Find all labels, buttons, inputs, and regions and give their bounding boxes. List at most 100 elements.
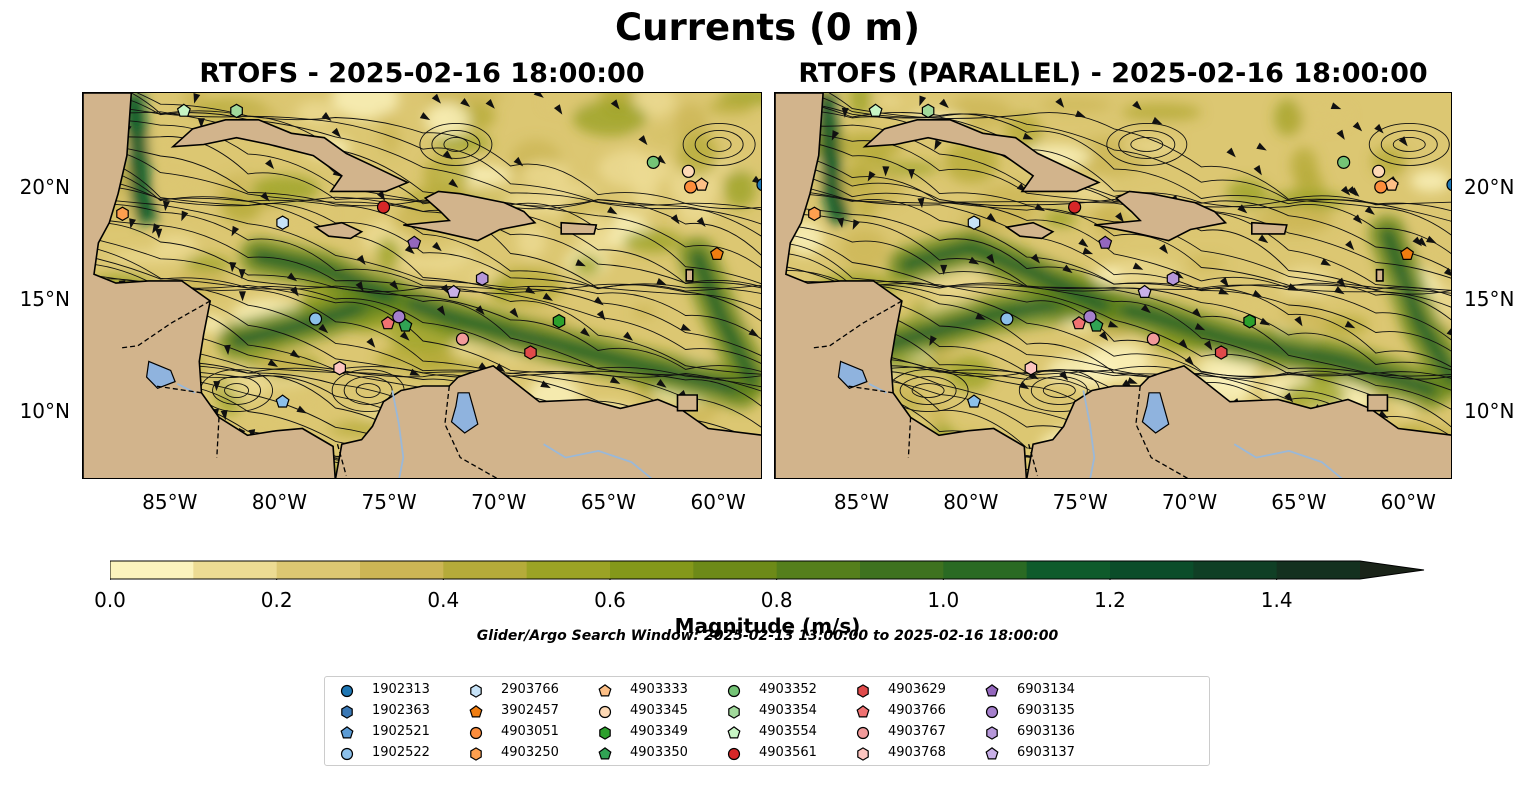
platform-marker-6903137 — [1137, 284, 1152, 298]
legend-label: 4903250 — [501, 745, 559, 760]
colorbar-segment — [1193, 561, 1278, 579]
platform-markers — [808, 103, 1451, 408]
currents-map-left — [83, 93, 761, 478]
lake-nicaragua — [837, 360, 868, 390]
colorbar-segment — [860, 561, 944, 579]
land-hispaniola — [1094, 190, 1228, 242]
legend-label: 6903134 — [1017, 682, 1075, 697]
platform-marker-3902457 — [1400, 246, 1415, 260]
colorbar-segment — [193, 561, 278, 579]
lon-tick-right-1: 80°W — [943, 490, 999, 514]
legend-label: 4903354 — [759, 703, 817, 718]
platform-marker-4903349 — [1243, 313, 1256, 329]
land-jamaica — [313, 221, 364, 240]
legend-marker-1902363 — [341, 705, 353, 719]
legend-label: 4903561 — [759, 745, 817, 760]
colorbar-tick-1: 0.2 — [260, 588, 293, 612]
land-trinidad — [676, 394, 699, 412]
colorbar-segment — [443, 561, 528, 579]
legend-label: 1902363 — [372, 703, 430, 718]
colorbar-tick-7: 1.4 — [1260, 588, 1293, 612]
land-hispaniola — [403, 190, 537, 242]
legend-marker-3902457 — [469, 705, 483, 718]
legend-label: 6903136 — [1017, 724, 1075, 739]
platform-marker-4903766 — [1071, 316, 1087, 330]
land-puerto-rico — [560, 221, 598, 235]
map-panel-rtofs[interactable] — [82, 92, 762, 479]
lon-tick-right-0: 85°W — [833, 490, 890, 514]
figure-title: Currents (0 m) — [614, 6, 920, 49]
colorbar-segment — [943, 561, 1028, 579]
lon-tick-right-3: 70°W — [1161, 490, 1218, 514]
legend-label: 4903051 — [501, 724, 559, 739]
platform-marker-4903345 — [681, 164, 696, 178]
lon-tick-right-2: 75°W — [1052, 490, 1108, 514]
map-panel-rtofs-parallel[interactable] — [774, 92, 1452, 479]
colorbar-segment — [776, 561, 861, 579]
land-cuba — [170, 118, 410, 193]
land-dominica-group — [1375, 268, 1384, 282]
legend-marker-6903134 — [985, 684, 999, 697]
platform-marker-1902522 — [308, 312, 323, 326]
platform-marker-2903766 — [967, 215, 981, 230]
right-panel-title: RTOFS (PARALLEL) - 2025-02-16 18:00:00 — [798, 58, 1428, 89]
legend-marker-1902313 — [340, 684, 354, 698]
legend-marker-4903345 — [598, 705, 612, 719]
land-central-america — [775, 93, 1028, 478]
lat-tick-left-2: 20°N — [19, 175, 70, 200]
colorbar-segment — [526, 561, 611, 579]
lon-tick-left-3: 70°W — [471, 490, 527, 514]
land-puerto-rico — [1250, 221, 1288, 235]
lake-maracaibo — [1141, 392, 1170, 434]
legend-label: 6903137 — [1017, 745, 1075, 760]
platform-marker-6903134 — [407, 235, 422, 249]
legend-marker-2903766 — [470, 684, 482, 698]
platform-marker-4903333 — [1384, 177, 1399, 191]
legend-label: 2903766 — [501, 682, 559, 697]
lat-tick-right-2: 20°N — [1464, 175, 1515, 200]
legend-label: 6903135 — [1017, 703, 1075, 718]
lat-tick-right-0: 10°N — [1464, 398, 1515, 423]
colorbar-tick-4: 0.8 — [760, 588, 793, 612]
legend-marker-4903250 — [470, 747, 482, 761]
legend-marker-4903561 — [727, 747, 741, 761]
legend-marker-4903768 — [857, 747, 869, 761]
platform-legend: 1902313 1902363 1902521 1902522 2903766 39024… — [324, 676, 1210, 766]
platform-marker-4903345 — [1372, 164, 1386, 178]
lat-tick-left-1: 15°N — [19, 287, 70, 312]
platform-markers — [116, 103, 761, 408]
platform-marker-2903766 — [276, 215, 289, 230]
currents-map-right — [775, 93, 1451, 478]
platform-marker-extra-1 — [275, 394, 290, 408]
land-central-america — [83, 93, 336, 478]
legend-marker-4903554 — [727, 726, 741, 739]
platform-marker-4903561 — [1068, 200, 1082, 214]
legend-marker-6903136 — [986, 726, 998, 740]
platform-marker-3902457 — [709, 246, 724, 260]
legend-marker-4903766 — [856, 705, 870, 718]
lon-tick-left-1: 80°W — [251, 490, 308, 514]
platform-marker-4903629 — [1214, 345, 1228, 360]
legend-label: 4903554 — [759, 724, 817, 739]
land-masses — [83, 93, 761, 478]
platform-marker-6903135 — [392, 310, 406, 324]
legend-marker-4903333 — [598, 684, 612, 697]
legend-marker-4903629 — [857, 684, 869, 698]
legend-marker-1902521 — [340, 726, 354, 739]
legend-label: 3902457 — [501, 703, 559, 718]
platform-marker-6903135 — [1083, 310, 1097, 324]
legend-label: 4903629 — [888, 682, 946, 697]
search-window-note: Glider/Argo Search Window: 2025-02-13 13… — [476, 628, 1059, 644]
legend-marker-4903349 — [599, 726, 611, 740]
platform-marker-4903250 — [116, 206, 129, 222]
platform-marker-4903766 — [380, 316, 395, 330]
lon-tick-left-4: 65°W — [580, 490, 637, 514]
lon-tick-right-5: 60°W — [1380, 490, 1436, 514]
colorbar-tick-5: 1.0 — [927, 588, 960, 612]
platform-marker-4903767 — [1146, 332, 1160, 346]
platform-marker-4903250 — [808, 206, 821, 222]
legend-label: 1902313 — [372, 682, 430, 697]
legend-marker-6903137 — [985, 747, 999, 760]
colorbar-segment — [1110, 561, 1194, 579]
lake-maracaibo — [450, 392, 479, 434]
